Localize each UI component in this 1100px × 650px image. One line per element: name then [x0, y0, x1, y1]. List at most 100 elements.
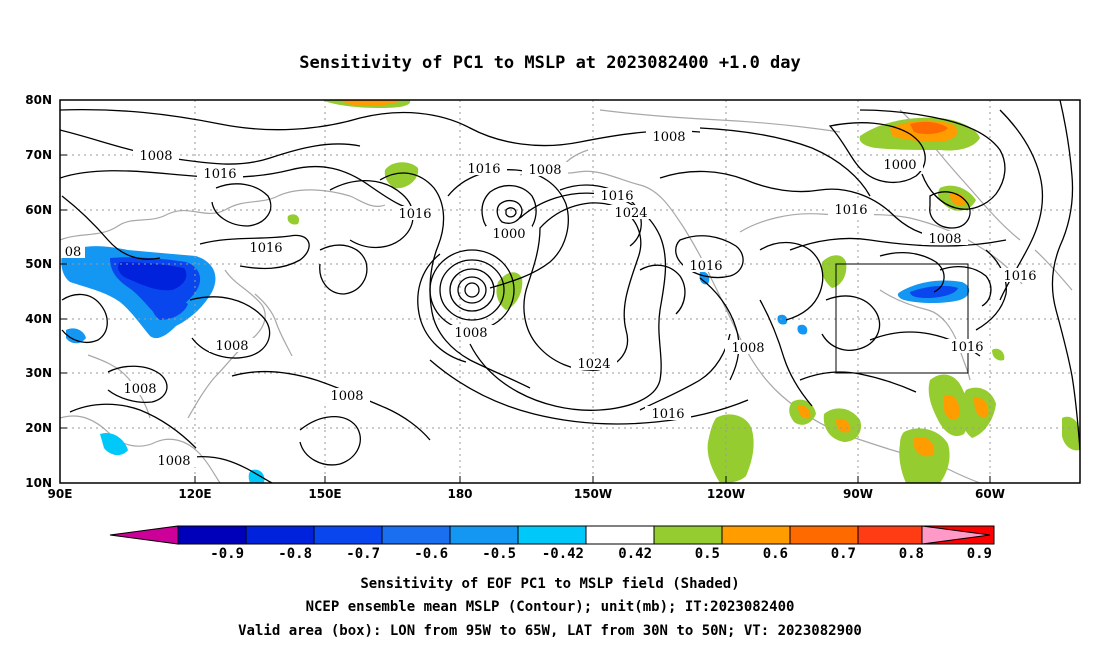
- colorbar-label: 0.5: [695, 546, 720, 562]
- svg-text:1016: 1016: [1003, 269, 1036, 284]
- colorbar-label: -0.9: [210, 546, 244, 562]
- svg-text:1016: 1016: [398, 207, 431, 222]
- contour-label: 1008: [209, 338, 255, 354]
- colorbar-box: [381, 525, 451, 545]
- colorbar-box: [245, 525, 315, 545]
- contour-label: 1016: [461, 161, 507, 177]
- colorbar-label: -0.6: [414, 546, 448, 562]
- valid-area-box: [835, 263, 969, 374]
- svg-text:1008: 1008: [123, 382, 156, 397]
- colorbar-label: -0.5: [482, 546, 516, 562]
- lon-axis: 90E 120E 150E 180 150W 120W 90W 60W: [48, 476, 1005, 501]
- svg-text:1016: 1016: [689, 259, 722, 274]
- contour-label: 1000: [877, 157, 923, 173]
- colorbar-label: 0.9: [967, 546, 992, 562]
- colorbar-label: -0.8: [278, 546, 312, 562]
- lat-tick-label: 50N: [25, 257, 52, 271]
- lat-tick-label: 10N: [25, 476, 52, 490]
- colorbar-label: -0.42: [542, 546, 584, 562]
- contour-label: 1016: [944, 339, 990, 355]
- lat-tick-label: 20N: [25, 421, 52, 435]
- contour-label: 1024: [571, 356, 617, 372]
- figure-title: Sensitivity of PC1 to MSLP at 2023082400…: [299, 53, 801, 73]
- contour-label: 1024: [608, 205, 654, 221]
- footer-line-2: NCEP ensemble mean MSLP (Contour); unit(…: [306, 599, 795, 615]
- svg-text:1008: 1008: [652, 130, 685, 145]
- lat-tick-label: 60N: [25, 203, 52, 217]
- svg-text:1016: 1016: [249, 241, 282, 256]
- svg-text:1008: 1008: [454, 326, 487, 341]
- contour-label: 1016: [392, 206, 438, 222]
- svg-text:1008: 1008: [139, 149, 172, 164]
- svg-text:1008: 1008: [330, 389, 363, 404]
- contour-label: 08: [61, 244, 85, 260]
- lat-tick-label: 70N: [25, 148, 52, 162]
- colorbar-box: [517, 525, 587, 545]
- lon-tick-label: 90W: [843, 487, 873, 501]
- svg-text:1008: 1008: [215, 339, 248, 354]
- lon-tick-label: 120E: [178, 487, 211, 501]
- svg-text:1008: 1008: [731, 341, 764, 356]
- lon-tick-label: 150E: [308, 487, 341, 501]
- svg-text:1024: 1024: [614, 206, 647, 221]
- contour-label-group: 1008 1016 1016 1008 1016 1008 1016 1016 …: [61, 129, 1043, 469]
- contour-label: 1008: [646, 129, 692, 145]
- svg-text:1008: 1008: [928, 232, 961, 247]
- svg-text:1016: 1016: [467, 162, 500, 177]
- lat-tick-label: 80N: [25, 93, 52, 107]
- svg-text:1016: 1016: [651, 407, 684, 422]
- map-frame: [59, 99, 1081, 484]
- svg-text:08: 08: [65, 245, 82, 260]
- sensitivity-shading: [61, 100, 1080, 483]
- svg-text:1016: 1016: [600, 189, 633, 204]
- contour-label: 1008: [725, 340, 771, 356]
- colorbar-label: -0.7: [346, 546, 380, 562]
- contour-label: 1016: [997, 268, 1043, 284]
- contour-label: 1016: [828, 202, 874, 218]
- colorbar-box: [789, 525, 859, 545]
- svg-text:1008: 1008: [528, 163, 561, 178]
- contour-label: 1008: [151, 453, 197, 469]
- svg-text:1008: 1008: [157, 454, 190, 469]
- lon-tick-label: 90E: [48, 487, 73, 501]
- colorbar-box: [313, 525, 383, 545]
- contour-label: 1008: [448, 325, 494, 341]
- colorbar-label: 0.6: [763, 546, 788, 562]
- colorbar-boxes: [177, 525, 995, 545]
- contour-label: 1008: [522, 162, 568, 178]
- lat-axis: 80N 70N 60N 50N 40N 30N 20N 10N: [25, 93, 67, 490]
- colorbar-box: [653, 525, 723, 545]
- svg-text:1024: 1024: [577, 357, 610, 372]
- colorbar: -0.9 -0.8 -0.7 -0.6 -0.5 -0.42 0.42 0.5 0.6 0.7 0.…: [109, 525, 995, 562]
- contour-label: 1008: [133, 148, 179, 164]
- svg-text:1000: 1000: [883, 158, 916, 173]
- colorbar-high-extension: [921, 525, 991, 545]
- footer-line-3: Valid area (box): LON from 95W to 65W, L…: [238, 623, 862, 639]
- lat-tick-label: 40N: [25, 312, 52, 326]
- contour-label: 1016: [645, 406, 691, 422]
- contour-label: 1016: [243, 240, 289, 256]
- colorbar-label: 0.42: [618, 546, 652, 562]
- svg-text:1016: 1016: [203, 167, 236, 182]
- lon-tick-label: 120W: [707, 487, 745, 501]
- lat-tick-label: 30N: [25, 366, 52, 380]
- contour-label: 1016: [683, 258, 729, 274]
- colorbar-box: [585, 525, 655, 545]
- contour-label: 1008: [324, 388, 370, 404]
- contour-label: 1016: [594, 188, 640, 204]
- contour-label: 1008: [922, 231, 968, 247]
- svg-text:1000: 1000: [492, 227, 525, 242]
- colorbar-box: [449, 525, 519, 545]
- footer-line-1: Sensitivity of EOF PC1 to MSLP field (Sh…: [360, 576, 739, 592]
- colorbar-box: [857, 525, 927, 545]
- lon-tick-label: 150W: [574, 487, 612, 501]
- svg-text:1016: 1016: [950, 340, 983, 355]
- map-panel: 1008 1016 1016 1008 1016 1008 1016 1016 …: [25, 93, 1081, 501]
- contour-label: 1000: [486, 226, 532, 242]
- colorbar-box: [177, 525, 247, 545]
- lon-tick-label: 180: [447, 487, 472, 501]
- grid-lines: [60, 100, 1080, 483]
- svg-text:1016: 1016: [834, 203, 867, 218]
- colorbar-low-extension: [109, 525, 179, 545]
